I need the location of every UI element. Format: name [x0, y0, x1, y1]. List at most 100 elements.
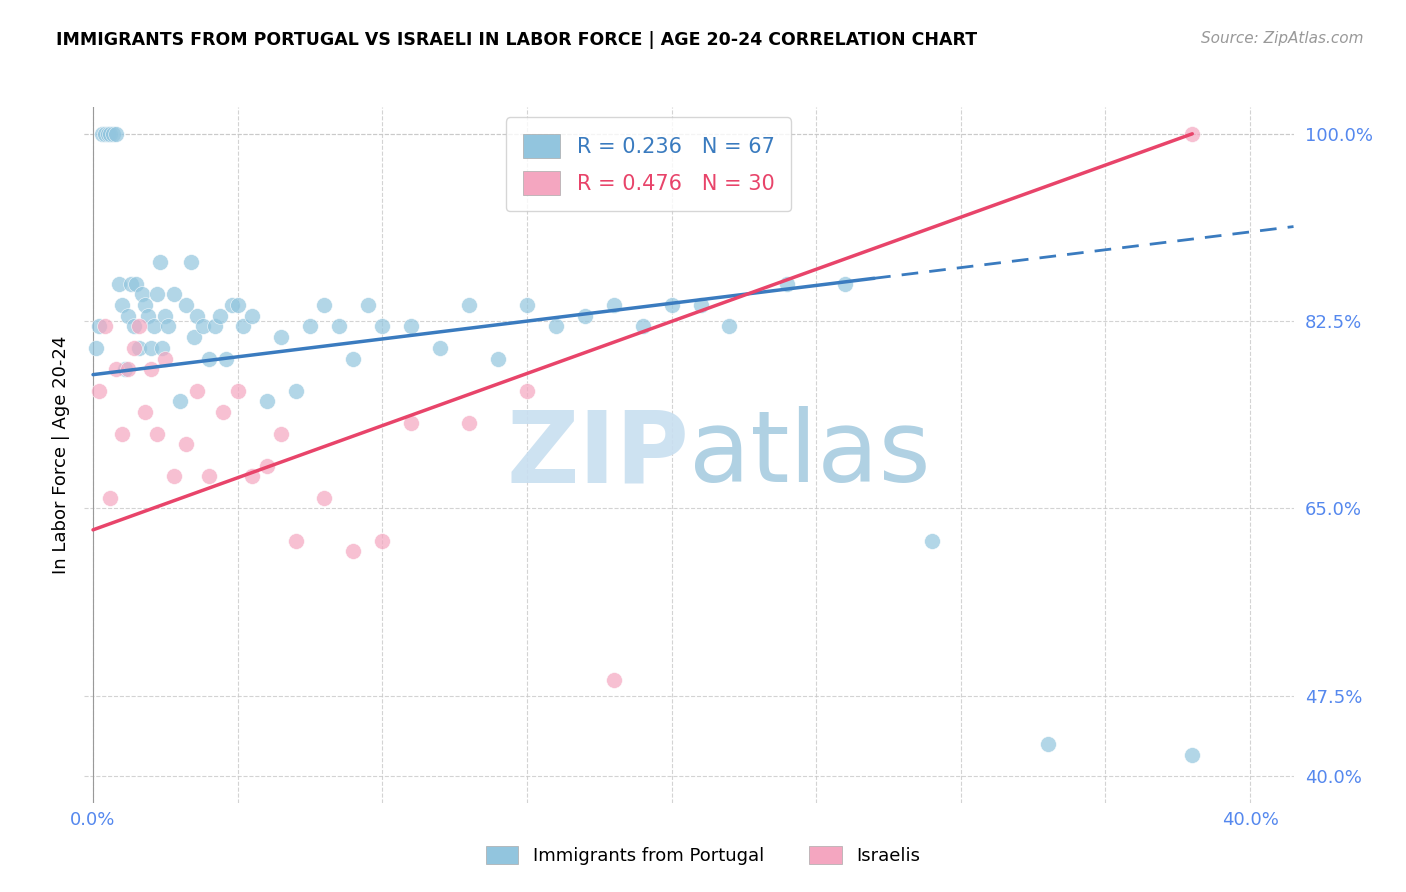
Point	[204, 319, 226, 334]
Point	[191, 319, 214, 334]
Point	[516, 384, 538, 398]
Text: Source: ZipAtlas.com: Source: ZipAtlas.com	[1201, 31, 1364, 46]
Point	[122, 341, 145, 355]
Point	[689, 298, 711, 312]
Point	[240, 469, 263, 483]
Text: ZIP: ZIP	[506, 407, 689, 503]
Point	[186, 309, 208, 323]
Point	[136, 309, 159, 323]
Point	[125, 277, 148, 291]
Point	[574, 309, 596, 323]
Point	[357, 298, 380, 312]
Point	[108, 277, 131, 291]
Point	[186, 384, 208, 398]
Point	[314, 298, 336, 312]
Point	[399, 416, 422, 430]
Point	[215, 351, 238, 366]
Point	[284, 384, 307, 398]
Y-axis label: In Labor Force | Age 20-24: In Labor Force | Age 20-24	[52, 335, 70, 574]
Point	[117, 309, 139, 323]
Point	[342, 351, 364, 366]
Text: IMMIGRANTS FROM PORTUGAL VS ISRAELI IN LABOR FORCE | AGE 20-24 CORRELATION CHART: IMMIGRANTS FROM PORTUGAL VS ISRAELI IN L…	[56, 31, 977, 49]
Point	[921, 533, 943, 548]
Point	[1181, 747, 1204, 762]
Point	[371, 533, 394, 548]
Point	[240, 309, 263, 323]
Point	[1036, 737, 1059, 751]
Point	[212, 405, 235, 419]
Point	[270, 330, 292, 344]
Point	[122, 319, 145, 334]
Point	[100, 491, 122, 505]
Point	[180, 255, 202, 269]
Point	[87, 384, 110, 398]
Point	[342, 544, 364, 558]
Point	[183, 330, 205, 344]
Legend: Immigrants from Portugal, Israelis: Immigrants from Portugal, Israelis	[477, 837, 929, 874]
Point	[603, 298, 626, 312]
Point	[145, 287, 167, 301]
Point	[631, 319, 654, 334]
Point	[120, 277, 142, 291]
Point	[131, 287, 153, 301]
Point	[148, 255, 170, 269]
Point	[142, 319, 165, 334]
Point	[834, 277, 856, 291]
Point	[661, 298, 683, 312]
Point	[458, 416, 481, 430]
Point	[270, 426, 292, 441]
Point	[197, 351, 219, 366]
Point	[111, 426, 134, 441]
Point	[134, 298, 156, 312]
Point	[256, 394, 278, 409]
Point	[105, 127, 128, 141]
Point	[486, 351, 509, 366]
Text: atlas: atlas	[689, 407, 931, 503]
Point	[90, 127, 112, 141]
Point	[128, 341, 150, 355]
Point	[516, 298, 538, 312]
Point	[221, 298, 243, 312]
Point	[776, 277, 799, 291]
Point	[603, 673, 626, 687]
Point	[458, 298, 481, 312]
Point	[328, 319, 350, 334]
Point	[93, 319, 115, 334]
Point	[96, 127, 118, 141]
Legend: R = 0.236   N = 67, R = 0.476   N = 30: R = 0.236 N = 67, R = 0.476 N = 30	[506, 118, 792, 211]
Point	[163, 287, 186, 301]
Point	[718, 319, 741, 334]
Point	[314, 491, 336, 505]
Point	[155, 351, 177, 366]
Point	[226, 384, 249, 398]
Point	[114, 362, 136, 376]
Point	[117, 362, 139, 376]
Point	[100, 127, 122, 141]
Point	[84, 341, 107, 355]
Point	[256, 458, 278, 473]
Point	[111, 298, 134, 312]
Point	[128, 319, 150, 334]
Point	[371, 319, 394, 334]
Point	[139, 362, 162, 376]
Point	[298, 319, 321, 334]
Point	[169, 394, 191, 409]
Point	[197, 469, 219, 483]
Point	[93, 127, 115, 141]
Point	[544, 319, 567, 334]
Point	[145, 426, 167, 441]
Point	[155, 309, 177, 323]
Point	[429, 341, 451, 355]
Point	[103, 127, 125, 141]
Point	[152, 341, 174, 355]
Point	[232, 319, 254, 334]
Point	[226, 298, 249, 312]
Point	[399, 319, 422, 334]
Point	[174, 298, 197, 312]
Point	[139, 341, 162, 355]
Point	[87, 319, 110, 334]
Point	[105, 362, 128, 376]
Point	[209, 309, 232, 323]
Point	[284, 533, 307, 548]
Point	[134, 405, 156, 419]
